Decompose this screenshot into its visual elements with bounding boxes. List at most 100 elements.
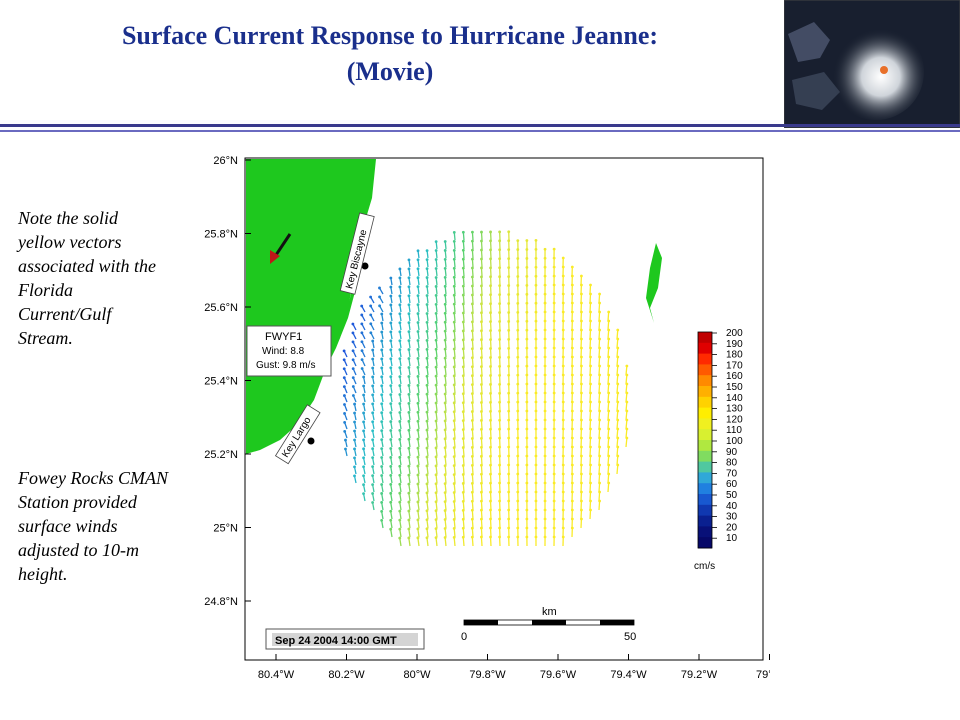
- current-vector-head: [407, 258, 411, 262]
- current-vector-head: [416, 267, 420, 271]
- station-name: FWYF1: [265, 331, 302, 343]
- current-vector-head: [589, 427, 592, 431]
- current-vector-head: [461, 383, 465, 387]
- current-vector-head: [589, 283, 592, 287]
- colorbar-tick-label: 130: [726, 404, 743, 415]
- current-vector-head: [389, 285, 393, 289]
- current-vector-head: [452, 491, 456, 494]
- current-vector-head: [625, 436, 629, 440]
- current-vector-head: [534, 319, 538, 323]
- current-vector-head: [561, 508, 565, 512]
- scale-unit: km: [542, 606, 557, 618]
- current-vector-head: [398, 464, 402, 468]
- current-vector-head: [416, 392, 420, 396]
- current-vector: [607, 401, 610, 412]
- current-vector-head: [552, 508, 556, 512]
- current-vector-head: [461, 293, 465, 297]
- current-vector-head: [498, 508, 502, 512]
- current-vector-head: [407, 303, 411, 307]
- current-vector-head: [480, 517, 483, 521]
- current-vector-head: [407, 464, 411, 468]
- current-vector-head: [552, 481, 556, 485]
- current-vector-head: [607, 328, 611, 332]
- current-vector-head: [516, 373, 520, 377]
- current-vector-head: [443, 500, 447, 504]
- current-vector-head: [443, 437, 447, 441]
- current-vector-head: [416, 348, 420, 351]
- current-vector-head: [380, 348, 384, 352]
- current-vector-head: [407, 348, 411, 351]
- current-vector-head: [452, 338, 456, 342]
- current-vector-head: [360, 367, 364, 370]
- current-vector-head: [380, 375, 384, 379]
- current-vector-head: [389, 411, 393, 414]
- current-vector-head: [580, 490, 583, 494]
- current-vector-head: [371, 501, 375, 504]
- current-vector-head: [552, 526, 556, 530]
- current-vector-head: [552, 247, 556, 251]
- current-vector-head: [525, 535, 529, 539]
- current-vector-head: [389, 294, 393, 298]
- current-vector-head: [443, 249, 447, 252]
- current-vector-head: [489, 481, 492, 485]
- current-vector: [471, 501, 474, 511]
- current-vector-head: [480, 365, 483, 369]
- current-vector-head: [461, 499, 465, 503]
- current-vector-head: [616, 364, 620, 368]
- current-vector-head: [570, 436, 574, 440]
- current-vector-head: [461, 302, 465, 306]
- current-vector-head: [507, 499, 511, 503]
- current-vector-head: [416, 455, 420, 459]
- current-vector-head: [452, 410, 456, 414]
- current-vector-head: [516, 526, 520, 530]
- current-vector-head: [552, 382, 556, 386]
- current-vector-head: [607, 427, 611, 431]
- current-vector-head: [507, 445, 511, 449]
- current-vector-head: [589, 400, 592, 404]
- current-vector-head: [353, 456, 356, 460]
- current-vector-head: [580, 319, 583, 323]
- current-vector-head: [552, 346, 556, 350]
- current-vector-head: [570, 364, 574, 368]
- current-vector: [480, 375, 483, 385]
- current-vector-head: [561, 391, 565, 395]
- current-vector-head: [452, 446, 456, 450]
- current-vector-head: [534, 436, 538, 440]
- current-vector-head: [498, 239, 502, 243]
- current-vector-head: [362, 402, 366, 406]
- current-vector-head: [580, 373, 583, 377]
- current-vector-head: [461, 410, 465, 414]
- current-vector-head: [534, 445, 538, 449]
- current-vector-head: [389, 500, 393, 504]
- current-vector: [598, 491, 601, 502]
- current-vector-head: [607, 346, 611, 350]
- colorbar-tick-label: 90: [726, 447, 738, 458]
- current-vector-head: [416, 294, 420, 298]
- colorbar-swatch: [698, 450, 712, 463]
- x-tick-label: 80°W: [403, 669, 431, 681]
- current-vector-head: [471, 284, 474, 288]
- current-vector-head: [461, 230, 465, 234]
- current-vector-head: [489, 400, 492, 404]
- current-vector-head: [407, 401, 411, 405]
- current-vector: [607, 446, 610, 457]
- current-vector-head: [407, 428, 411, 432]
- current-vector-head: [398, 536, 402, 540]
- current-vector-head: [580, 418, 583, 422]
- current-vector-head: [369, 322, 373, 326]
- current-vector-head: [561, 418, 565, 422]
- current-vector-head: [371, 492, 375, 495]
- current-vector-head: [480, 445, 483, 449]
- colorbar-swatch: [698, 353, 712, 365]
- current-vector-head: [398, 491, 402, 495]
- current-vector-head: [543, 328, 547, 332]
- current-vector-head: [443, 491, 447, 495]
- current-vector-head: [543, 481, 547, 485]
- current-vector-head: [452, 239, 456, 243]
- current-vector-head: [398, 339, 402, 343]
- current-vector-head: [380, 447, 384, 450]
- current-vector-head: [570, 301, 574, 305]
- current-vector: [598, 356, 601, 367]
- current-vector-head: [425, 491, 429, 495]
- current-vector-head: [425, 383, 429, 387]
